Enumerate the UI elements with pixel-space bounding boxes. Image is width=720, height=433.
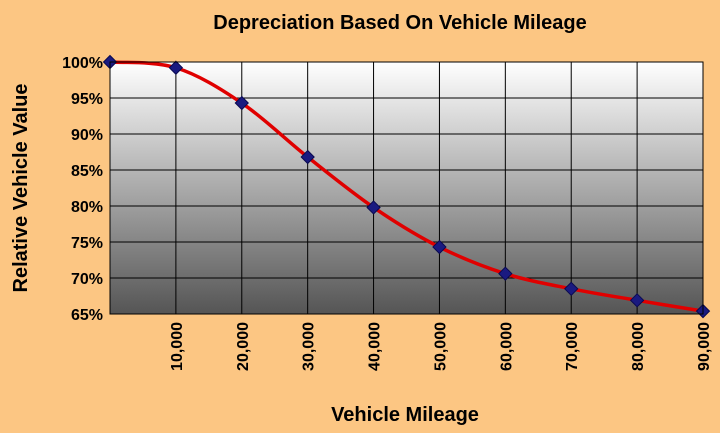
data-point-marker (564, 281, 579, 297)
data-point-marker (168, 60, 184, 75)
x-tick-label: 20,000 (235, 322, 252, 371)
y-axis-title: Relative Vehicle Value (10, 83, 32, 292)
y-tick-label: 90% (71, 127, 103, 144)
y-tick-label: 100% (62, 55, 103, 72)
data-point-marker (432, 239, 447, 255)
data-point-marker (498, 266, 513, 281)
plot-area (110, 62, 703, 314)
plot-border (109, 61, 704, 315)
y-tick-label: 70% (71, 271, 103, 288)
x-tick-label: 60,000 (498, 322, 515, 371)
data-point-marker (300, 149, 315, 165)
x-tick-label: 70,000 (564, 322, 581, 371)
x-tick-label: 10,000 (169, 322, 186, 371)
y-tick-labels: 65% 70% 75% 80% 85% 90% 95% 100% (62, 55, 103, 324)
x-tick-label: 30,000 (301, 322, 318, 371)
y-tick-label: 75% (71, 235, 103, 252)
data-point-marker (234, 95, 249, 111)
x-tick-label: 80,000 (630, 322, 647, 371)
x-tick-label: 40,000 (367, 322, 384, 371)
x-tick-labels: 10,000 20,000 30,000 40,000 50,000 60,000 70,0… (169, 322, 713, 371)
data-markers (102, 54, 711, 319)
data-point-marker (629, 293, 645, 308)
y-tick-label: 95% (71, 91, 103, 108)
x-tick-label: 90,000 (696, 322, 713, 371)
y-tick-label: 85% (71, 163, 103, 180)
chart-title: Depreciation Based On Vehicle Mileage (213, 12, 586, 34)
y-tick-label: 80% (71, 199, 103, 216)
x-axis-title: Vehicle Mileage (331, 404, 479, 426)
series-line (108, 60, 705, 313)
y-tick-label: 65% (71, 307, 103, 324)
data-point-marker (366, 200, 381, 215)
x-tick-label: 50,000 (432, 322, 449, 371)
